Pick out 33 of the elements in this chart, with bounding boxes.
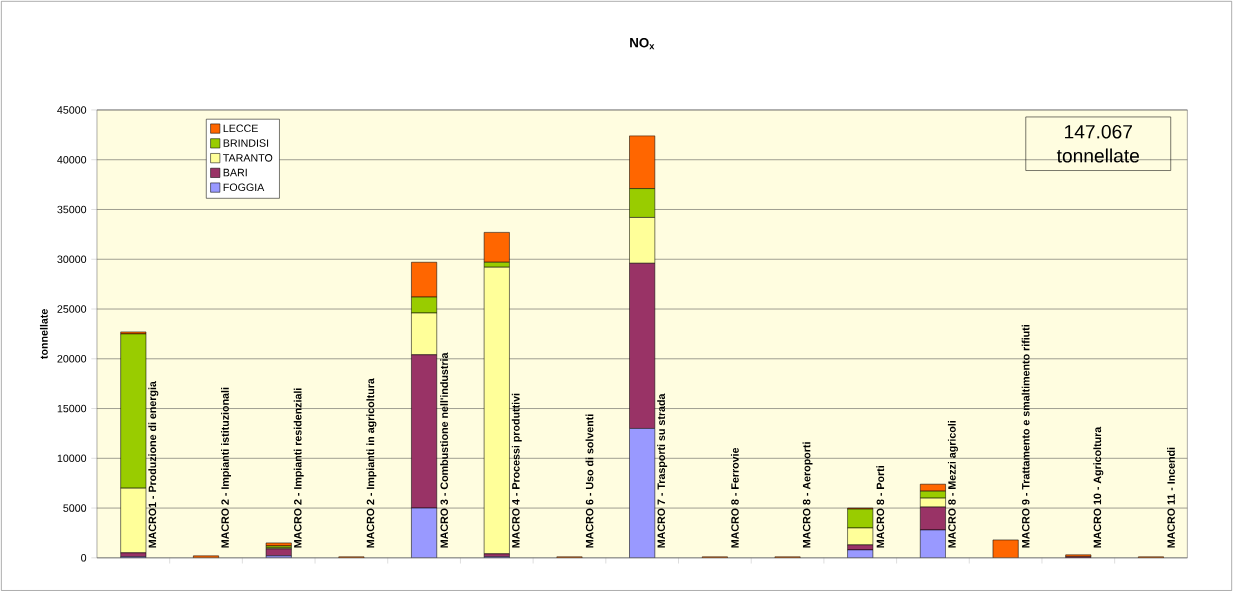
x-tick-label: MACRO 7 - Trasporti su strada xyxy=(657,393,668,548)
x-tick-label: MACRO 11 - Incendi xyxy=(1167,447,1175,548)
y-tick-label: 15000 xyxy=(57,404,87,413)
legend-label: BRINDISI xyxy=(223,139,269,147)
annotation: 147.067 tonnellate xyxy=(1056,125,1140,163)
legend-label: BARI xyxy=(223,168,247,177)
y-tick-label: 25000 xyxy=(57,305,87,313)
x-tick-label: MACRO1 - Produzione di energia xyxy=(148,381,159,548)
x-tick-label: MACRO 10 - Agricoltura xyxy=(1093,426,1104,548)
y-tick-label: 20000 xyxy=(57,355,87,363)
y-tick-label: 45000 xyxy=(57,106,87,114)
x-tick-label: MACRO 3 - Combustione nell'industria xyxy=(440,352,449,548)
chart-title: NO$_{x}$ xyxy=(630,38,655,50)
x-tick-label: MACRO 9 - Trattamento e smaltimento rifiuti xyxy=(1021,325,1030,548)
y-tick-label: 10000 xyxy=(57,454,87,463)
x-tick-label: MACRO 6 - Uso di solventi xyxy=(585,414,594,548)
y-tick-label: 30000 xyxy=(57,255,87,264)
legend-label: FOGGIA xyxy=(223,183,265,192)
x-tick-label: MACRO 8 - Ferrovie xyxy=(730,447,739,548)
y-tick-label: 35000 xyxy=(57,205,87,214)
x-tick-label: MACRO 2 - Impianti residenziali xyxy=(293,388,304,548)
x-tick-label: MACRO 2 - Impianti istituzionali xyxy=(221,387,231,548)
x-tick-label: MACRO 8 - Porti xyxy=(876,466,885,548)
y-axis-title: tonnellate xyxy=(39,309,48,360)
legend-label: LECCE xyxy=(223,124,258,133)
y-tick-label: 40000 xyxy=(57,156,87,164)
x-tick-label: MACRO 2 - Impianti in agricoltura xyxy=(366,378,377,548)
x-tick-label: MACRO 8 - Aeroporti xyxy=(802,442,813,548)
legend-label: TARANTO xyxy=(223,154,273,162)
y-tick-label: 5000 xyxy=(63,504,87,512)
x-tick-label: MACRO 4 - Processi produttivi xyxy=(511,393,522,548)
x-tick-label: MACRO 8 - Mezzi agricoli xyxy=(947,421,958,548)
y-tick-label: 0 xyxy=(81,554,87,562)
